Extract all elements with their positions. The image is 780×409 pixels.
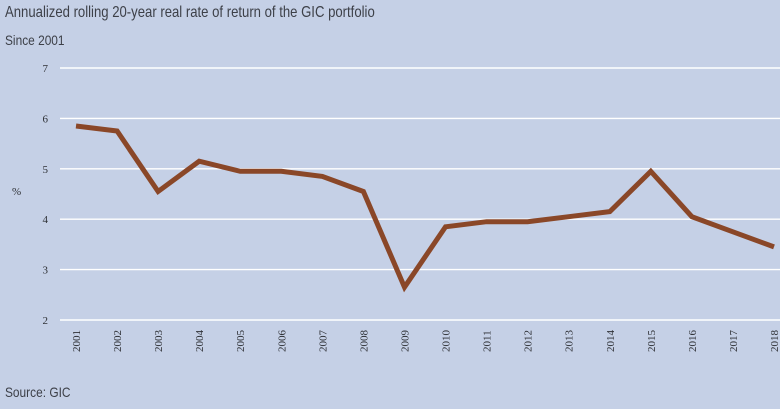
series (75, 123, 775, 293)
y-tick-label: 4 (43, 214, 49, 226)
x-tick-label: 2013 (564, 330, 576, 353)
series-line (75, 123, 775, 293)
x-tick-label: 2010 (441, 330, 453, 353)
x-tick-label: 2016 (687, 330, 699, 353)
x-tick-label: 2005 (235, 330, 247, 353)
x-tick-label: 2009 (399, 330, 411, 353)
x-tick-label: 2001 (71, 330, 83, 352)
y-tick-label: 7 (43, 63, 49, 75)
gridlines (60, 67, 780, 321)
x-axis-ticks: 2001 2002 2003 2004 2005 2006 2007 2008 2009 2010… (71, 330, 780, 353)
x-tick-label: 2002 (112, 330, 124, 352)
x-tick-label: 2003 (153, 330, 165, 353)
x-tick-label: 2012 (523, 330, 535, 352)
x-tick-label: 2018 (769, 330, 780, 353)
source-note: Source: GIC (5, 384, 71, 400)
x-tick-label: 2015 (646, 330, 658, 353)
x-tick-label: 2007 (317, 330, 329, 353)
x-tick-label: 2014 (605, 330, 617, 353)
y-tick-label: 5 (43, 164, 49, 176)
x-tick-label: 2011 (482, 330, 494, 352)
x-tick-label: 2004 (194, 330, 206, 353)
y-tick-label: 6 (43, 113, 49, 125)
y-tick-label: 3 (43, 265, 49, 277)
x-tick-label: 2006 (276, 330, 288, 353)
chart-title: Annualized rolling 20-year real rate of … (5, 4, 375, 21)
y-axis-label: % (12, 186, 21, 198)
y-tick-label: 2 (43, 315, 49, 327)
y-axis-ticks: 2 3 4 5 6 7 (43, 63, 49, 327)
x-tick-label: 2017 (728, 330, 740, 353)
x-tick-label: 2008 (358, 330, 370, 353)
chart-subtitle: Since 2001 (5, 32, 65, 48)
